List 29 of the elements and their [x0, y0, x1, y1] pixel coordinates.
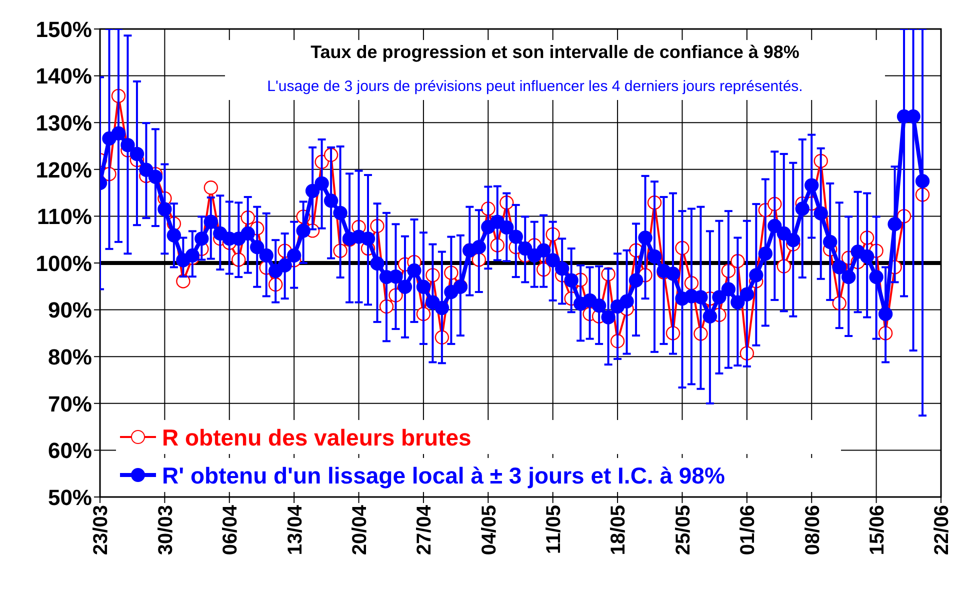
text: L'usage de 3 jours de prévisions peut influencer les 4 derniers jours représentés.: [267, 78, 803, 95]
x-tick-label: 11/05: [543, 505, 566, 554]
x-tick-label: 06/04: [220, 504, 242, 556]
y-tick-label: 50%: [48, 484, 92, 510]
y-tick-label: 70%: [48, 391, 92, 416]
y-tick-label: 120%: [36, 157, 92, 182]
x-tick-label: 27/04: [414, 504, 436, 556]
y-tick-label: 90%: [48, 298, 92, 323]
x-tick-label: 23/03: [90, 505, 112, 556]
x-tick-label: 08/06: [802, 505, 824, 556]
y-tick-label: 60%: [48, 438, 92, 464]
text: Taux de progression et son intervalle de confiance à 98%: [310, 42, 800, 62]
x-tick-label: 13/04: [284, 504, 306, 556]
x-tick-label: 01/06: [737, 505, 760, 556]
y-tick-label: 80%: [48, 344, 92, 370]
legend-label: R obtenu des valeurs brutes: [162, 424, 472, 450]
y-tick-label: 130%: [36, 110, 92, 136]
y-tick-label: 100%: [36, 250, 92, 276]
x-tick-label: 15/06: [866, 505, 889, 556]
x-tick-label: 04/05: [478, 505, 500, 556]
legend-label: R' obtenu d'un lissage local à ± 3 jours et I.C. à 98%: [162, 462, 725, 488]
x-tick-label: 18/05: [608, 505, 630, 556]
y-tick-label: 110%: [36, 204, 92, 230]
y-tick-label: 140%: [36, 64, 92, 89]
y-tick-label: 150%: [36, 16, 92, 42]
x-tick-label: 30/03: [154, 505, 177, 556]
x-tick-label: 22/06: [931, 505, 954, 556]
x-tick-label: 20/04: [348, 504, 371, 556]
x-tick-label: 25/05: [672, 505, 694, 556]
